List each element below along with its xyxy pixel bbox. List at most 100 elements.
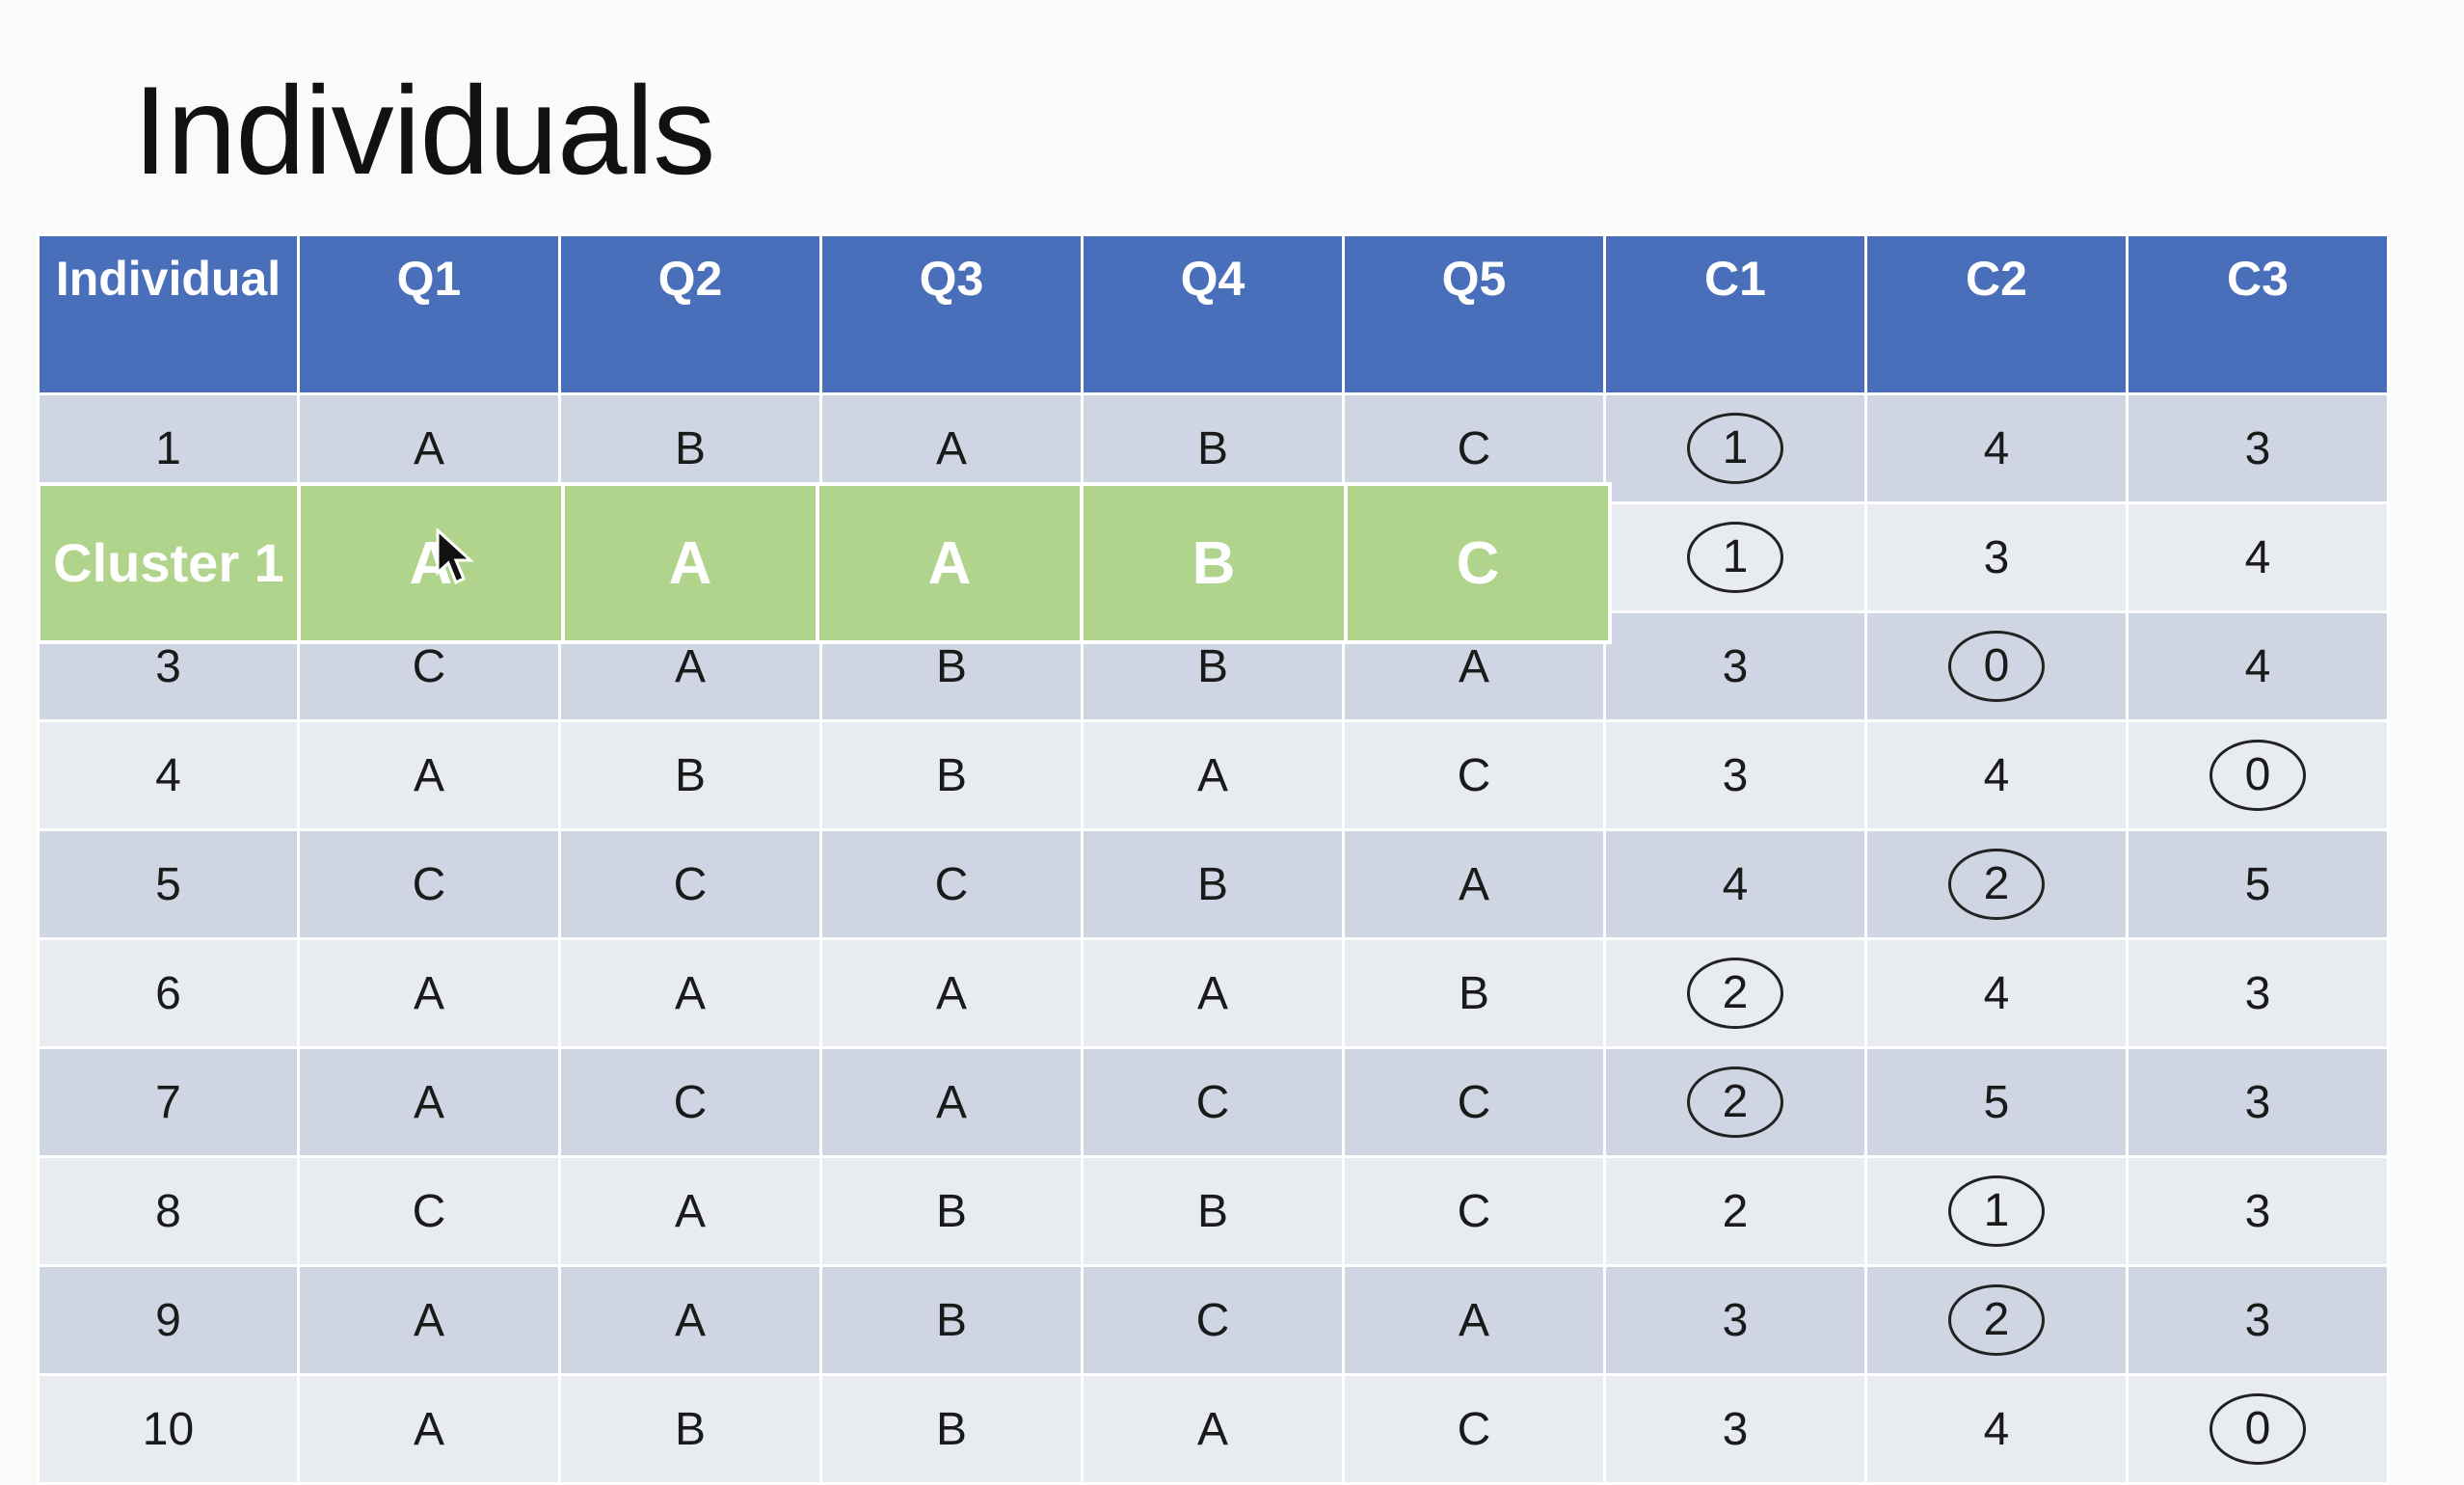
cell-q5: B (1342, 937, 1606, 1049)
cell-c1: 3 (1603, 610, 1867, 722)
circled-min-distance: 1 (1686, 522, 1784, 593)
cell-c1: 3 (1603, 719, 1867, 831)
cell-q4: C (1081, 1046, 1345, 1158)
cell-q4: A (1081, 937, 1345, 1049)
cell-q1: A (297, 1046, 561, 1158)
page-title: Individuals (133, 60, 715, 201)
cell-q3: B (819, 1155, 1084, 1267)
mouse-pointer-icon (436, 528, 474, 585)
cell-c3: 0 (2126, 1373, 2390, 1485)
cell-c2: 4 (1864, 719, 2129, 831)
cell-individual: 6 (37, 937, 300, 1049)
header-individual: Individual (37, 233, 300, 395)
cell-q5: C (1342, 1046, 1606, 1158)
cluster-q4: B (1084, 486, 1348, 640)
cell-c1: 4 (1603, 828, 1867, 940)
cell-individual: 9 (37, 1264, 300, 1376)
cell-c3: 3 (2126, 937, 2390, 1049)
header-c1: C1 (1603, 233, 1867, 395)
cell-q4: B (1081, 828, 1345, 940)
cell-c2: 4 (1864, 392, 2129, 504)
header-q3: Q3 (819, 233, 1084, 395)
cell-q3: A (819, 937, 1084, 1049)
circled-min-distance: 1 (1686, 413, 1784, 484)
cell-q3: A (819, 1046, 1084, 1158)
cell-c3: 3 (2126, 392, 2390, 504)
circled-min-distance: 2 (1947, 1284, 2046, 1356)
cell-c3: 3 (2126, 1264, 2390, 1376)
cell-c3: 4 (2126, 610, 2390, 722)
cluster-label: Cluster 1 (40, 486, 301, 640)
circled-min-distance: 0 (2209, 1393, 2307, 1465)
header-row: Individual Q1 Q2 Q3 Q4 Q5 C1 C2 C3 (37, 233, 2390, 395)
cell-c1: 2 (1603, 1155, 1867, 1267)
cell-q2: A (558, 1264, 822, 1376)
header-q1: Q1 (297, 233, 561, 395)
circled-min-distance: 2 (1686, 1066, 1784, 1138)
cell-c2: 1 (1864, 1155, 2129, 1267)
cell-q1: A (297, 1264, 561, 1376)
header-q5: Q5 (1342, 233, 1606, 395)
cell-q3: B (819, 1373, 1084, 1485)
cluster-q1: A (301, 486, 565, 640)
cell-c1: 1 (1603, 392, 1867, 504)
cell-individual: 8 (37, 1155, 300, 1267)
cell-q5: A (1342, 828, 1606, 940)
cell-c1: 2 (1603, 937, 1867, 1049)
cell-q1: C (297, 1155, 561, 1267)
cell-c2: 2 (1864, 1264, 2129, 1376)
header-q2: Q2 (558, 233, 822, 395)
cell-q4: A (1081, 719, 1345, 831)
cell-c2: 4 (1864, 1373, 2129, 1485)
cell-q2: A (558, 937, 822, 1049)
cell-q1: A (297, 1373, 561, 1485)
cell-q5: C (1342, 1155, 1606, 1267)
cell-c2: 5 (1864, 1046, 2129, 1158)
cell-q1: A (297, 719, 561, 831)
circled-min-distance: 1 (1947, 1175, 2046, 1247)
cell-c3: 3 (2126, 1155, 2390, 1267)
cell-q4: B (1081, 1155, 1345, 1267)
cell-individual: 5 (37, 828, 300, 940)
cell-c3: 3 (2126, 1046, 2390, 1158)
circled-min-distance: 0 (2209, 740, 2307, 811)
circled-min-distance: 0 (1947, 631, 2046, 702)
cell-c2: 4 (1864, 937, 2129, 1049)
cell-q5: C (1342, 1373, 1606, 1485)
cell-q3: B (819, 1264, 1084, 1376)
header-q4: Q4 (1081, 233, 1345, 395)
cell-individual: 4 (37, 719, 300, 831)
table-row: 10 A B B A C 3 4 0 (37, 1373, 2390, 1485)
cell-q2: B (558, 719, 822, 831)
cell-c3: 4 (2126, 501, 2390, 613)
cell-c1: 2 (1603, 1046, 1867, 1158)
cell-c1: 3 (1603, 1264, 1867, 1376)
cell-c3: 0 (2126, 719, 2390, 831)
cell-c3: 5 (2126, 828, 2390, 940)
cell-q4: C (1081, 1264, 1345, 1376)
cell-individual: 7 (37, 1046, 300, 1158)
cluster-q3: A (819, 486, 1084, 640)
cell-c1: 1 (1603, 501, 1867, 613)
cluster-q5: C (1456, 529, 1500, 597)
cell-q5: A (1342, 1264, 1606, 1376)
cell-q3: C (819, 828, 1084, 940)
cluster-1-overlay[interactable]: Cluster 1 A A A B C (37, 482, 1612, 644)
cell-q4: A (1081, 1373, 1345, 1485)
cell-q1: C (297, 828, 561, 940)
cell-q2: A (558, 1155, 822, 1267)
cell-q2: C (558, 1046, 822, 1158)
cell-individual: 10 (37, 1373, 300, 1485)
circled-min-distance: 2 (1947, 849, 2046, 920)
circled-min-distance: 2 (1686, 958, 1784, 1029)
header-c3: C3 (2126, 233, 2390, 395)
cell-c2: 0 (1864, 610, 2129, 722)
cell-q1: A (297, 937, 561, 1049)
